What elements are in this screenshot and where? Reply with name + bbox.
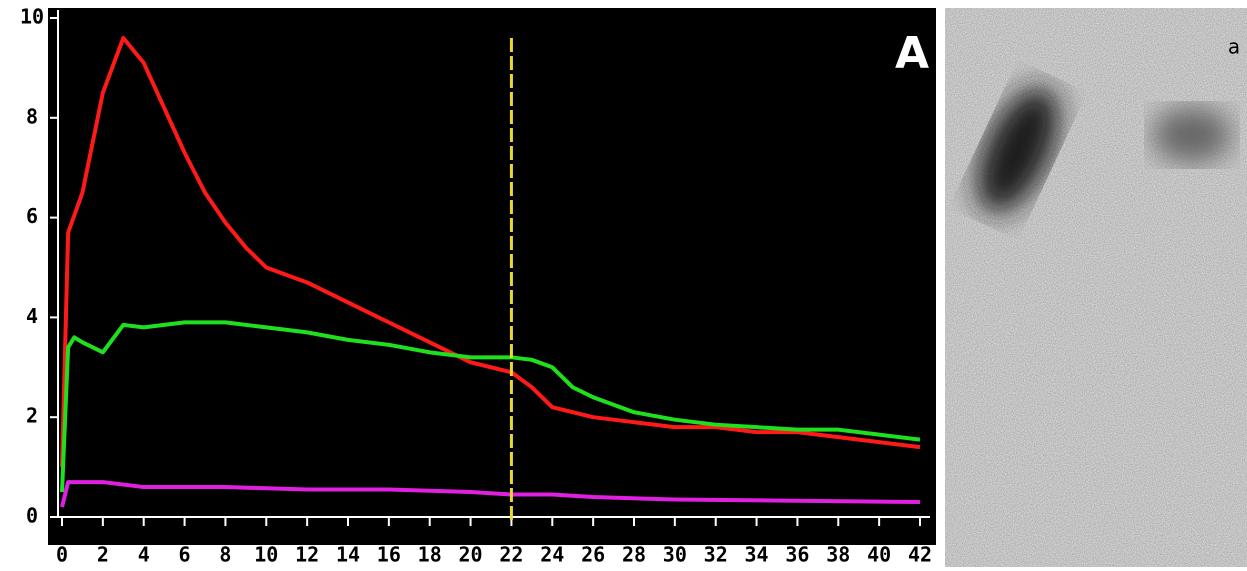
data-line [60, 35, 921, 468]
kidney-left [977, 86, 1059, 214]
x-tick-label: 34 [745, 543, 769, 567]
y-tick-label: 8 [26, 104, 38, 128]
y-tick-label: 2 [26, 404, 38, 428]
x-tick-label: 24 [540, 543, 564, 567]
x-tick-label: 36 [785, 543, 809, 567]
scan-noise [945, 8, 1247, 567]
x-tick-label: 26 [581, 543, 605, 567]
y-tick-label: 0 [26, 504, 38, 528]
x-tick-label: 30 [663, 543, 687, 567]
y-tick-label: 6 [26, 204, 38, 228]
x-tick-label: 28 [622, 543, 646, 567]
panel-label: A [895, 28, 929, 79]
x-tick-label: 40 [867, 543, 891, 567]
x-tick-label: 42 [908, 543, 932, 567]
x-tick-label: 12 [295, 543, 319, 567]
x-tick-label: 10 [254, 543, 278, 567]
x-tick-label: 18 [418, 543, 442, 567]
x-tick-label: 2 [97, 543, 109, 567]
x-tick-label: 4 [138, 543, 150, 567]
data-line [60, 480, 921, 508]
plot-background [48, 8, 936, 545]
x-tick-label: 8 [219, 543, 231, 567]
x-tick-label: 38 [826, 543, 850, 567]
x-tick-label: 32 [704, 543, 728, 567]
y-tick-label: 10 [20, 5, 44, 29]
data-line [60, 320, 921, 493]
x-tick-label: 22 [499, 543, 523, 567]
x-tick-label: 6 [179, 543, 191, 567]
x-tick-label: 20 [459, 543, 483, 567]
y-tick-label: 4 [26, 304, 38, 328]
x-tick-label: 14 [336, 543, 360, 567]
x-tick-label: 16 [377, 543, 401, 567]
scan-image: a [945, 8, 1247, 567]
x-tick-label: 0 [56, 543, 68, 567]
kidney-right [1152, 107, 1232, 163]
panel-label: a [1228, 35, 1240, 59]
